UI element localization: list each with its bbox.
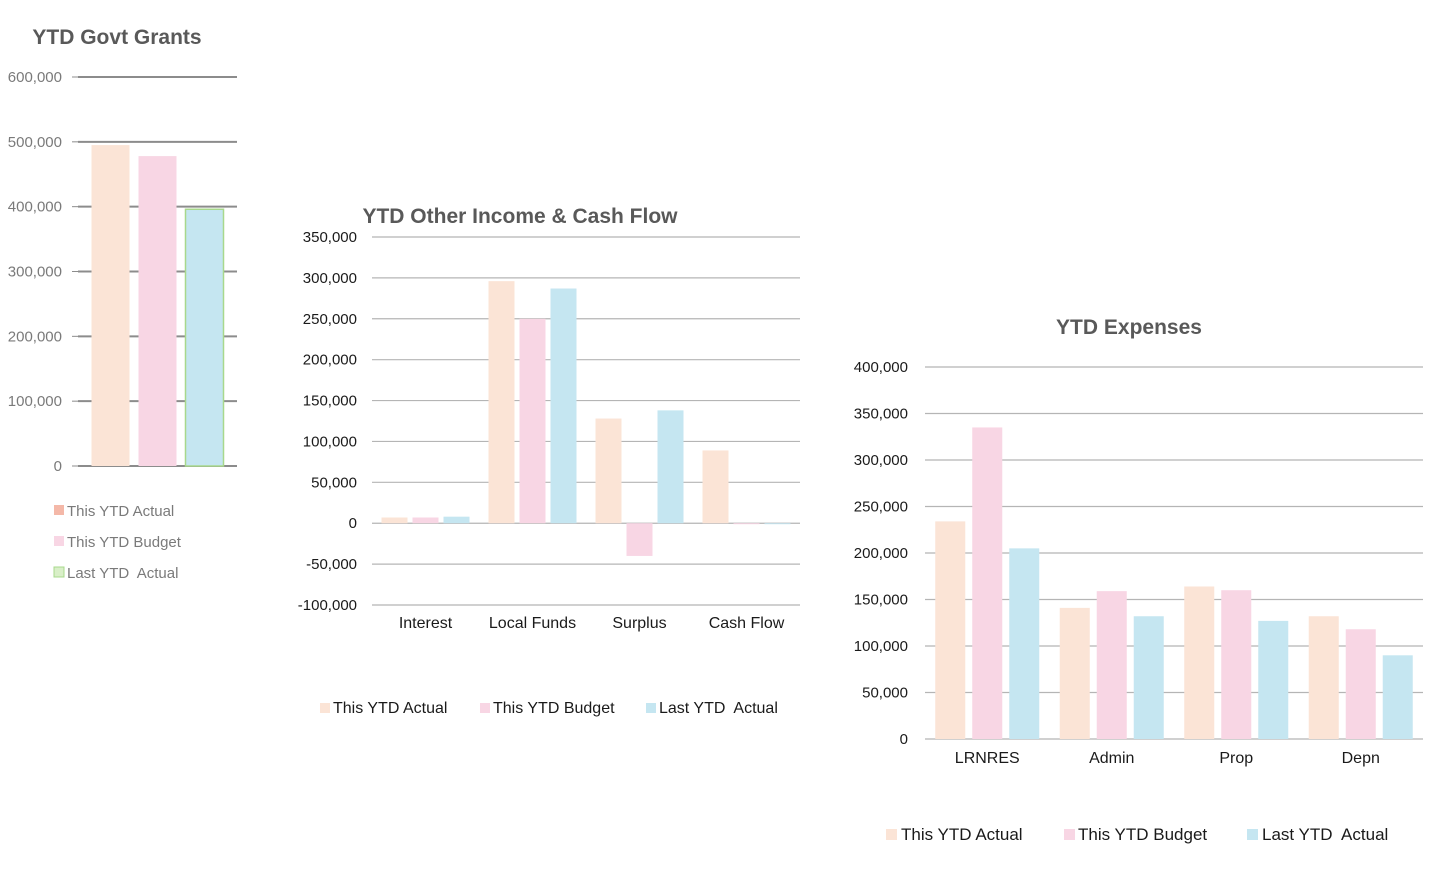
other-income-title: YTD Other Income & Cash Flow: [362, 205, 678, 228]
legend-swatch-last-ytd-actual: [53, 566, 65, 578]
expenses-chart: YTD Expenses 0 50,000 100,000 150,000 200,00…: [854, 316, 1423, 844]
bar-this-ytd-budget-admin: [1096, 591, 1127, 739]
bar-last-ytd-actual-surplus: [657, 410, 684, 524]
expenses-y-tick-label: 150,000: [854, 592, 908, 609]
expenses-y-axis: 0 50,000 100,000 150,000 200,000 250,000 300,0…: [854, 359, 908, 748]
legend-label-this-ytd-actual: This YTD Actual: [67, 503, 174, 520]
expenses-gridlines: [925, 366, 1423, 740]
other-income-y-tick-label: 0: [349, 515, 357, 532]
expenses-legend: This YTD Actual This YTD Budget Last YTD…: [886, 825, 1388, 844]
category-label-interest: Interest: [399, 615, 453, 632]
legend-swatch-this-ytd-actual: [886, 829, 897, 840]
bar-this-ytd-actual-depn: [1308, 616, 1339, 739]
bar-last-ytd-actual-interest: [443, 516, 470, 524]
govt-grants-y-tick-label: 0: [54, 458, 62, 475]
govt-grants-y-tick-label: 100,000: [8, 393, 62, 410]
expenses-y-tick-label: 400,000: [854, 359, 908, 376]
other-income-y-tick-label: 350,000: [303, 229, 357, 246]
expenses-y-tick-label: 300,000: [854, 452, 908, 469]
expenses-y-tick-label: 200,000: [854, 545, 908, 562]
bar-this-ytd-budget-surplus: [626, 523, 653, 556]
legend-swatch-this-ytd-budget: [1064, 829, 1075, 840]
other-income-y-tick-label: 200,000: [303, 352, 357, 369]
govt-grants-y-tick-label: 200,000: [8, 328, 62, 345]
legend-label-last-ytd-actual: Last YTD Actual: [1262, 825, 1388, 844]
bar-this-ytd-budget: [138, 156, 177, 466]
other-income-x-axis: Interest Local Funds Surplus Cash Flow: [399, 615, 785, 632]
bar-this-ytd-actual-lrnres: [935, 521, 966, 739]
bar-this-ytd-actual-interest: [381, 517, 408, 524]
bar-this-ytd-budget-interest: [412, 517, 439, 524]
legend-swatch-this-ytd-actual: [320, 703, 330, 713]
other-income-cash-flow-chart: YTD Other Income & Cash Flow -100,000 -50…: [298, 205, 800, 717]
other-income-y-tick-label: 150,000: [303, 393, 357, 410]
expenses-title: YTD Expenses: [1056, 316, 1202, 339]
govt-grants-y-tick-label: 400,000: [8, 199, 62, 216]
expenses-bars: [935, 427, 1413, 739]
govt-grants-y-tick-label: 500,000: [8, 134, 62, 151]
expenses-y-tick-label: 100,000: [854, 638, 908, 655]
category-label-surplus: Surplus: [612, 615, 666, 632]
other-income-y-tick-label: -100,000: [298, 597, 357, 614]
legend-swatch-last-ytd-actual: [1247, 829, 1258, 840]
legend-label-this-ytd-budget: This YTD Budget: [493, 700, 615, 717]
bar-last-ytd-actual-admin: [1133, 616, 1164, 739]
category-label-prop: Prop: [1219, 750, 1253, 767]
category-label-cash-flow: Cash Flow: [709, 615, 785, 632]
bar-this-ytd-budget-prop: [1221, 590, 1252, 739]
legend-label-this-ytd-actual: This YTD Actual: [901, 825, 1023, 844]
bar-this-ytd-budget-lrnres: [972, 427, 1003, 739]
legend-swatch-this-ytd-actual: [54, 505, 64, 515]
bar-last-ytd-actual-lrnres: [1009, 548, 1040, 739]
legend-swatch-this-ytd-budget: [480, 703, 490, 713]
govt-grants-legend: This YTD Actual This YTD Budget Last YTD…: [53, 503, 182, 582]
category-label-local-funds: Local Funds: [489, 615, 576, 632]
legend-label-last-ytd-actual: Last YTD Actual: [67, 565, 178, 582]
other-income-y-tick-label: 50,000: [311, 474, 357, 491]
bar-this-ytd-actual-surplus: [595, 418, 622, 524]
other-income-y-tick-label: -50,000: [306, 556, 357, 573]
bar-this-ytd-budget-cash-flow: [733, 523, 760, 525]
other-income-y-axis: -100,000 -50,000 0 50,000 100,000 150,000 200,…: [298, 229, 357, 614]
govt-grants-y-tick-label: 300,000: [8, 264, 62, 281]
expenses-x-axis: LRNRES Admin Prop Depn: [955, 750, 1380, 767]
legend-label-this-ytd-budget: This YTD Budget: [67, 534, 182, 551]
legend-label-this-ytd-budget: This YTD Budget: [1078, 825, 1207, 844]
legend-swatch-last-ytd-actual: [646, 703, 656, 713]
bar-this-ytd-actual-local-funds: [488, 281, 515, 524]
other-income-gridlines: [372, 236, 800, 606]
govt-grants-y-tick-label: 600,000: [8, 69, 62, 86]
other-income-legend: This YTD Actual This YTD Budget Last YTD…: [320, 700, 778, 717]
bar-this-ytd-actual: [91, 145, 130, 466]
expenses-y-tick-label: 350,000: [854, 406, 908, 423]
category-label-depn: Depn: [1342, 750, 1380, 767]
bar-this-ytd-budget-depn: [1345, 629, 1376, 739]
bar-last-ytd-actual: [184, 208, 225, 467]
bar-last-ytd-actual-prop: [1258, 620, 1289, 739]
bar-this-ytd-actual-admin: [1059, 607, 1090, 739]
bar-last-ytd-actual-cash-flow: [764, 523, 791, 525]
category-label-lrnres: LRNRES: [955, 750, 1020, 767]
other-income-y-tick-label: 300,000: [303, 270, 357, 287]
govt-grants-chart: YTD Govt Grants 0 100,000 200,000 300,000 40…: [8, 26, 237, 582]
legend-swatch-this-ytd-budget: [54, 536, 64, 546]
other-income-bars: [381, 281, 791, 556]
bar-last-ytd-actual-depn: [1382, 655, 1413, 739]
bar-last-ytd-actual-local-funds: [550, 288, 577, 524]
expenses-y-tick-label: 250,000: [854, 499, 908, 516]
govt-grants-bars: [91, 145, 225, 467]
expenses-y-tick-label: 50,000: [862, 685, 908, 702]
category-label-admin: Admin: [1089, 750, 1134, 767]
legend-label-this-ytd-actual: This YTD Actual: [333, 700, 447, 717]
bar-this-ytd-actual-cash-flow: [702, 450, 729, 524]
legend-label-last-ytd-actual: Last YTD Actual: [659, 700, 778, 717]
other-income-y-tick-label: 100,000: [303, 433, 357, 450]
govt-grants-y-axis: 0 100,000 200,000 300,000 400,000 500,000 600,…: [8, 69, 62, 475]
govt-grants-title: YTD Govt Grants: [32, 26, 201, 49]
bar-this-ytd-actual-prop: [1184, 586, 1215, 739]
bar-this-ytd-budget-local-funds: [519, 318, 546, 524]
expenses-y-tick-label: 0: [900, 731, 908, 748]
other-income-y-tick-label: 250,000: [303, 311, 357, 328]
